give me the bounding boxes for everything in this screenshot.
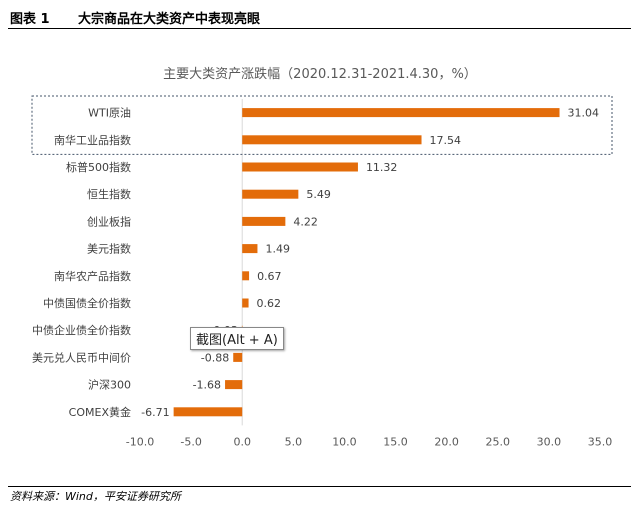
x-tick-label: 20.0 xyxy=(434,435,459,448)
category-label: WTI原油 xyxy=(88,106,131,120)
data-label: -0.88 xyxy=(201,351,229,364)
figure-header: 图表 1 大宗商品在大类资产中表现亮眼 xyxy=(8,6,631,29)
x-tick-label: 35.0 xyxy=(588,435,613,448)
bar-1 xyxy=(242,108,560,118)
x-tick-label: 25.0 xyxy=(486,435,511,448)
category-label: 沪深300 xyxy=(88,378,131,392)
category-label: 中债企业债全价指数 xyxy=(32,323,131,337)
highlight-box xyxy=(31,95,613,155)
category-label: 美元指数 xyxy=(87,242,131,256)
data-label: -1.68 xyxy=(193,379,221,392)
category-label: 创业板指 xyxy=(87,214,131,228)
bar-10 xyxy=(233,352,243,362)
category-label: 恒生指数 xyxy=(87,187,131,201)
bar-7 xyxy=(242,271,250,281)
screenshot-tooltip: 截图(Alt + A) xyxy=(190,327,284,350)
data-label: 1.49 xyxy=(265,243,290,256)
bar-11 xyxy=(225,380,243,390)
bar-2 xyxy=(242,135,422,145)
bar-4 xyxy=(242,189,299,199)
source-note: 资料来源：Wind，平安证券研究所 xyxy=(10,490,181,503)
x-tick-label: 30.0 xyxy=(537,435,562,448)
data-label: 4.22 xyxy=(293,215,318,228)
x-tick-label: 5.0 xyxy=(285,435,303,448)
category-label: 中债国债全价指数 xyxy=(43,296,131,310)
bar-6 xyxy=(242,244,258,254)
x-tick-label: -5.0 xyxy=(180,435,201,448)
bar-8 xyxy=(242,298,249,308)
x-tick-label: -10.0 xyxy=(126,435,154,448)
category-label: COMEX黄金 xyxy=(69,405,131,419)
bar-12 xyxy=(173,407,243,417)
category-label: 南华工业品指数 xyxy=(54,133,131,147)
data-label: 0.67 xyxy=(257,270,282,283)
data-label: 0.62 xyxy=(257,297,282,310)
bar-3 xyxy=(242,162,358,172)
figure-footer-rule xyxy=(8,486,631,487)
bar-5 xyxy=(242,216,286,226)
data-label: 31.04 xyxy=(568,107,600,120)
category-label: 美元兑人民币中间价 xyxy=(32,350,131,364)
figure-title: 大宗商品在大类资产中表现亮眼 xyxy=(78,12,261,27)
category-label: 标普500指数 xyxy=(66,160,131,174)
chart-title: 主要大类资产涨跌幅（2020.12.31-2021.4.30，%） xyxy=(163,66,477,82)
x-tick-label: 15.0 xyxy=(383,435,408,448)
x-tick-label: 0.0 xyxy=(233,435,251,448)
data-label: 11.32 xyxy=(366,161,398,174)
data-label: 17.54 xyxy=(430,134,462,147)
data-label: -6.71 xyxy=(141,406,169,419)
x-tick-label: 10.0 xyxy=(332,435,357,448)
data-label: 5.49 xyxy=(306,188,331,201)
figure-number: 图表 1 xyxy=(10,12,50,27)
category-label: 南华农产品指数 xyxy=(54,269,131,283)
